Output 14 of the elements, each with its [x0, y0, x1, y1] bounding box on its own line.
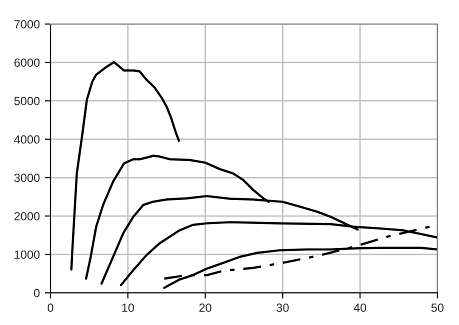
y-tick-label: 5000 [14, 96, 40, 106]
y-tick-label: 3000 [14, 174, 40, 182]
y-tick-label: 6000 [14, 58, 40, 67]
y-tick-label: 4000 [14, 135, 40, 144]
x-tick-label: 0 [48, 304, 54, 312]
y-tick-label: 1000 [14, 250, 40, 259]
x-tick-label: 20 [199, 304, 212, 312]
x-tick-label: 30 [276, 304, 289, 312]
x-tick-label: 10 [122, 304, 134, 312]
x-tick-label: 50 [431, 304, 444, 312]
y-tick-label: 0 [34, 288, 40, 298]
y-tick-label: 7000 [14, 20, 40, 28]
y-tick-label: 2000 [14, 212, 40, 220]
x-tick-label: 40 [354, 304, 366, 312]
